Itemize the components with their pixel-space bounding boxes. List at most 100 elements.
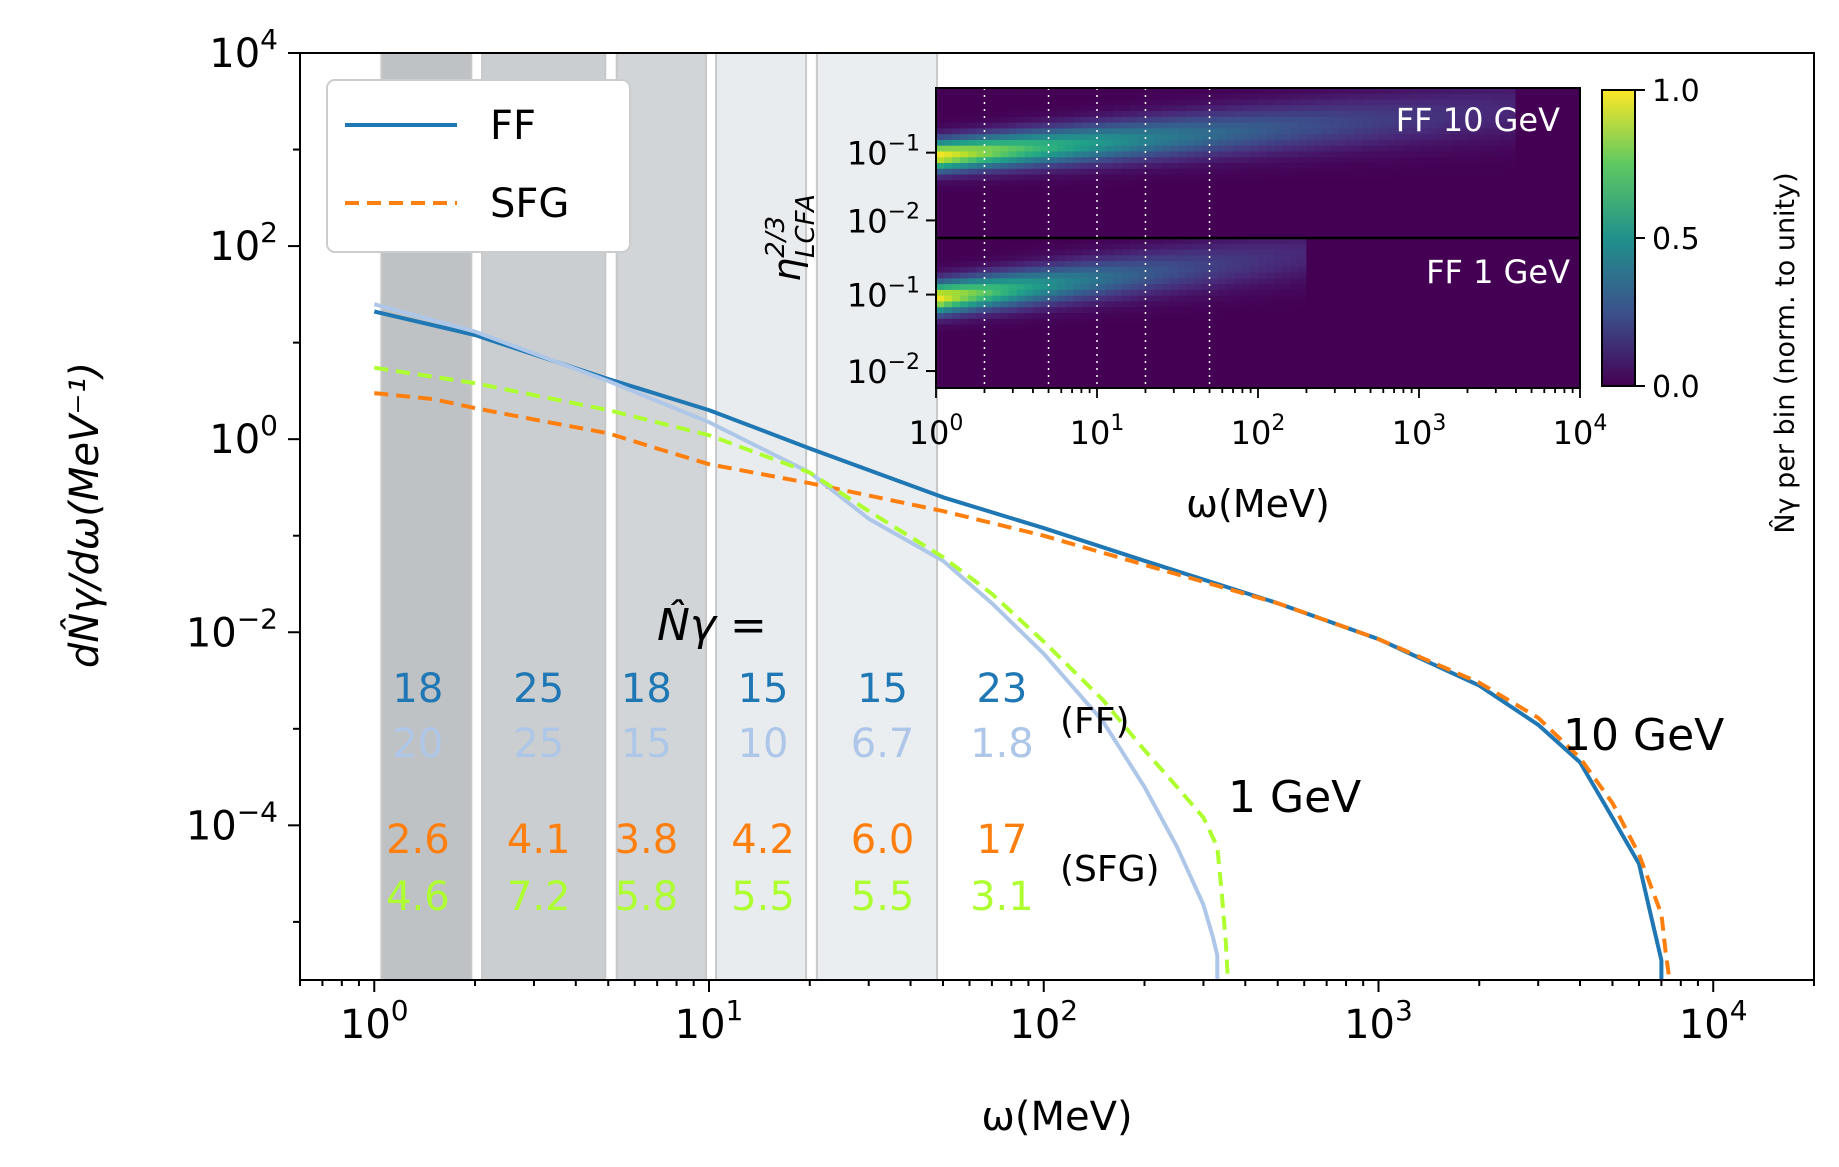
heatmap-cell: [1290, 180, 1299, 187]
heatmap-cell: [1483, 116, 1493, 124]
heatmap-cell: [1040, 249, 1050, 256]
heatmap-cell: [1322, 168, 1332, 176]
heatmap-cell: [1169, 116, 1179, 124]
heatmap-cell: [1080, 278, 1090, 285]
heatmap-cell: [1040, 157, 1050, 164]
heatmap-cell: [936, 134, 945, 141]
heatmap-cell: [1378, 359, 1388, 366]
heatmap-cell: [1410, 313, 1420, 320]
heatmap-cell: [1547, 347, 1557, 354]
heatmap-cell: [1040, 370, 1050, 378]
heatmap-cell: [1338, 197, 1348, 204]
heatmap-cell: [1298, 301, 1307, 308]
heatmap-cell: [1475, 255, 1484, 262]
heatmap-cell: [1483, 364, 1493, 372]
heatmap-cell: [1080, 197, 1090, 204]
heatmap-cell: [1410, 226, 1420, 233]
heatmap-cell: [1571, 191, 1581, 199]
heatmap-cell: [1443, 376, 1452, 383]
heatmap-cell: [1249, 382, 1259, 389]
heatmap-cell: [1563, 93, 1573, 101]
heatmap-cell: [936, 191, 945, 199]
heatmap-cell: [1346, 289, 1356, 297]
heatmap-cell: [1322, 209, 1332, 216]
heatmap-cell: [1016, 203, 1026, 210]
heatmap-cell: [1354, 197, 1364, 204]
heatmap-cell: [1266, 209, 1275, 216]
heatmap-cell: [1072, 220, 1082, 228]
heatmap-cell: [1475, 105, 1484, 112]
heatmap-cell: [1555, 111, 1565, 118]
heatmap-cell: [1410, 376, 1420, 383]
heatmap-cell: [1555, 370, 1565, 378]
heatmap-cell: [1282, 111, 1291, 118]
heatmap-cell: [1249, 174, 1259, 181]
heatmap-cell: [1137, 370, 1146, 378]
heatmap-cell: [1137, 359, 1146, 366]
heatmap-cell: [1153, 382, 1162, 389]
heatmap-cell: [1201, 382, 1211, 389]
heatmap-cell: [1121, 324, 1130, 331]
heatmap-cell: [1241, 359, 1251, 366]
heatmap-cell: [1105, 111, 1114, 118]
heatmap-cell: [1354, 382, 1364, 389]
heatmap-cell: [1499, 272, 1509, 279]
heatmap-cell: [1024, 336, 1034, 343]
inset: FF 10 GeV FF 1 GeV 100 101 102 103 104 10−11…: [761, 74, 1801, 534]
colorbar-ticks: 0.00.51.0: [1635, 74, 1700, 405]
heatmap-cell: [1427, 122, 1436, 129]
heatmap-cell: [1185, 220, 1195, 228]
heatmap-cell: [1153, 214, 1162, 222]
heatmap-cell: [1386, 99, 1396, 106]
inset-dotted-lines: [983, 88, 1211, 388]
heatmap-cell: [1282, 295, 1291, 303]
heatmap-cell: [1185, 301, 1195, 308]
heatmap-cell: [1024, 134, 1034, 141]
heatmap-cell: [1008, 307, 1018, 314]
heatmap-cell: [1056, 341, 1066, 349]
heatmap-cell: [1258, 382, 1267, 389]
heatmap-cell: [1362, 157, 1372, 164]
heatmap-cell: [1048, 157, 1058, 164]
heatmap-cell: [1459, 353, 1468, 360]
heatmap-cell: [1467, 324, 1476, 331]
heatmap-cell: [1169, 295, 1179, 303]
heatmap-cell: [1402, 93, 1412, 101]
heatmap-cell: [1266, 191, 1275, 199]
heatmap-cell: [1394, 105, 1404, 112]
heatmap-cell: [1266, 336, 1275, 343]
heatmap-cell: [1298, 382, 1307, 389]
heatmap-cell: [1249, 122, 1259, 129]
heatmap-cell: [1443, 214, 1452, 222]
heatmap-cell: [1475, 186, 1484, 193]
heatmap-cell: [1217, 151, 1227, 158]
heatmap-cell: [1080, 203, 1090, 210]
photon-count-ff-10gev: 25: [513, 666, 564, 712]
heatmap-cell: [1088, 134, 1098, 141]
heatmap-cell: [1523, 151, 1533, 158]
heatmap-cell: [976, 243, 985, 251]
photon-count-ff-10gev: 15: [738, 666, 789, 712]
heatmap-cell: [1056, 382, 1066, 389]
heatmap-cell: [1435, 88, 1444, 95]
heatmap-cell: [1475, 163, 1484, 170]
heatmap-cell: [1258, 111, 1267, 118]
heatmap-cell: [1137, 341, 1146, 349]
heatmap-cell: [1394, 174, 1404, 181]
heatmap-cell: [1129, 266, 1138, 274]
heatmap-cell: [1121, 382, 1130, 389]
heatmap-cell: [1362, 353, 1372, 360]
heatmap-cell: [952, 278, 961, 285]
heatmap-cell: [1483, 307, 1493, 314]
heatmap-cell: [1410, 324, 1420, 331]
heatmap-cell: [1016, 341, 1026, 349]
heatmap-cell: [1402, 134, 1412, 141]
heatmap-cell: [1314, 382, 1323, 389]
heatmap-cell: [1185, 261, 1195, 268]
heatmap-cell: [1016, 88, 1026, 95]
heatmap-cell: [1241, 330, 1251, 337]
heatmap-cell: [1467, 214, 1476, 222]
heatmap-cell: [1153, 209, 1162, 216]
heatmap-cell: [1547, 163, 1557, 170]
heatmap-cell: [1000, 295, 1010, 303]
